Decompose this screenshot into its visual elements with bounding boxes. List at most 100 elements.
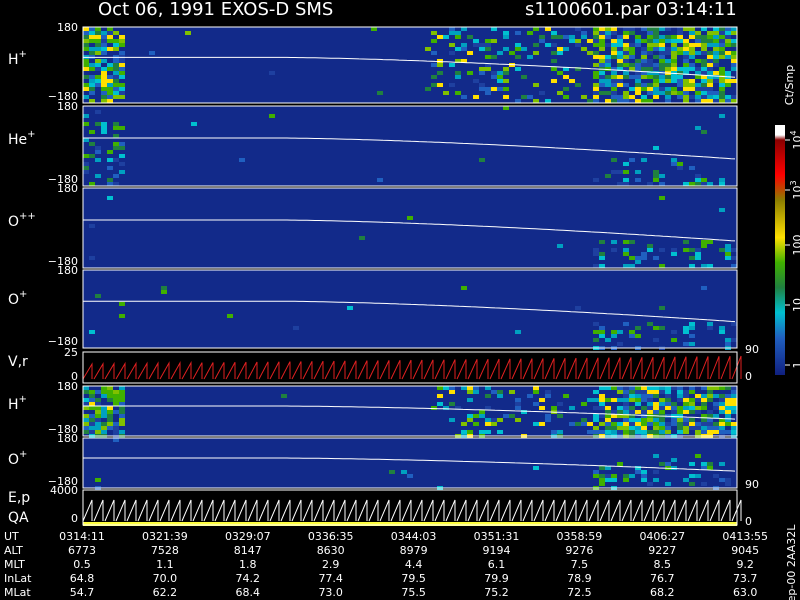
spectro-cell	[473, 43, 479, 47]
spectro-cell	[701, 178, 707, 182]
spectro-cell	[611, 474, 617, 478]
spectro-cell	[707, 59, 713, 63]
spectro-cell	[659, 418, 665, 422]
spectro-cell	[731, 55, 737, 59]
spectro-cell	[659, 39, 665, 43]
spectro-cell	[83, 122, 89, 126]
spectro-cell	[659, 91, 665, 95]
spectro-cell	[485, 87, 491, 91]
spectro-cell	[101, 67, 107, 71]
spectro-cell	[485, 47, 491, 51]
spectro-cell	[89, 182, 95, 186]
spectro-cell	[713, 47, 719, 51]
spectro-cell	[719, 406, 725, 410]
panel-label: He+	[8, 129, 36, 148]
spectro-cell	[659, 462, 665, 466]
spectro-cell	[455, 35, 461, 39]
spectro-cell	[677, 91, 683, 95]
spectro-cell	[431, 51, 437, 55]
spectro-cell	[683, 83, 689, 87]
spectro-cell	[671, 402, 677, 406]
spectro-cell	[83, 418, 89, 422]
spectro-cell	[629, 63, 635, 67]
spectro-cell	[683, 99, 689, 103]
panel-label-2: QA	[8, 510, 29, 526]
spectro-cell	[725, 252, 731, 256]
spectro-cell	[107, 158, 113, 162]
spectro-cell	[629, 87, 635, 91]
spectro-cell	[605, 67, 611, 71]
footer-value: 63.0	[733, 586, 758, 599]
footer-value: 79.5	[401, 572, 426, 585]
y-tick-label: 180	[57, 100, 78, 113]
spectro-cell	[707, 87, 713, 91]
spectro-cell	[713, 430, 719, 434]
spectro-cell	[653, 326, 659, 330]
spectro-cell	[461, 47, 467, 51]
spectro-cell	[647, 67, 653, 71]
panel-label-text: He	[8, 132, 27, 148]
spectro-cell	[671, 406, 677, 410]
spectro-cell	[695, 71, 701, 75]
spectro-cell	[713, 31, 719, 35]
spectro-cell	[725, 55, 731, 59]
spectro-cell	[623, 414, 629, 418]
spectro-cell	[689, 67, 695, 71]
spectro-cell	[467, 390, 473, 394]
spectro-cell	[707, 67, 713, 71]
spectro-cell	[569, 406, 575, 410]
spectro-cell	[449, 386, 455, 390]
spectro-cell	[623, 43, 629, 47]
spectro-cell	[599, 334, 605, 338]
spectro-cell	[623, 418, 629, 422]
spectro-cell	[707, 414, 713, 418]
spectro-cell	[113, 174, 119, 178]
spectro-cell	[101, 422, 107, 426]
spectro-cell	[491, 390, 497, 394]
spectro-cell	[593, 414, 599, 418]
spectro-cell	[647, 75, 653, 79]
spectro-cell	[689, 462, 695, 466]
spectro-cell	[479, 87, 485, 91]
spectro-cell	[653, 43, 659, 47]
spectro-cell	[269, 71, 275, 75]
spectro-cell	[551, 31, 557, 35]
spectro-cell	[605, 27, 611, 31]
spectro-cell	[587, 51, 593, 55]
spectro-cell	[479, 43, 485, 47]
spectro-cell	[95, 31, 101, 35]
spectro-cell	[461, 59, 467, 63]
spectro-cell	[641, 47, 647, 51]
footer-value: 0314:11	[59, 530, 105, 543]
spectro-cell	[107, 87, 113, 91]
spectro-cell	[719, 91, 725, 95]
spectro-cell	[713, 414, 719, 418]
spectro-cell	[713, 51, 719, 55]
spectro-cell	[701, 99, 707, 103]
panel-label-text: H	[8, 52, 19, 68]
spectro-cell	[677, 386, 683, 390]
spectro-cell	[707, 95, 713, 99]
spectro-cell	[587, 99, 593, 103]
spectro-cell	[671, 87, 677, 91]
spectro-cell	[725, 418, 731, 422]
spectro-cell	[623, 394, 629, 398]
spectro-cell	[545, 99, 551, 103]
spectro-cell	[107, 410, 113, 414]
spectro-cell	[119, 59, 125, 63]
spectro-cell	[83, 390, 89, 394]
spectro-cell	[101, 95, 107, 99]
spectro-cell	[665, 482, 671, 486]
spectro-cell	[683, 426, 689, 430]
spectro-cell	[89, 430, 95, 434]
spectro-cell	[677, 398, 683, 402]
spectro-cell	[593, 71, 599, 75]
spectro-cell	[83, 87, 89, 91]
spectro-cell	[695, 126, 701, 130]
spectro-cell	[671, 248, 677, 252]
spectro-cell	[629, 334, 635, 338]
spectro-cell	[557, 47, 563, 51]
spectro-cell	[611, 67, 617, 71]
spectro-cell	[653, 390, 659, 394]
trace-line	[83, 137, 736, 160]
